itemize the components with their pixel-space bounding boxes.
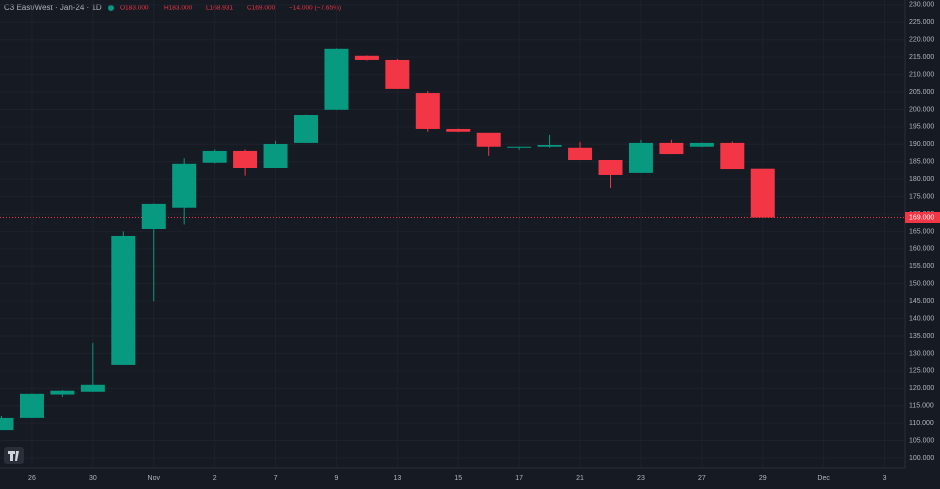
candle-body <box>19 393 44 418</box>
candle-body <box>263 143 288 168</box>
candle-body <box>568 147 593 160</box>
header: C3 East/West · Jan-24 · 1D O183.000 H183… <box>4 3 341 12</box>
close-value: C169.000 <box>247 5 276 12</box>
last-price-box <box>905 211 940 223</box>
x-tick-label: 15 <box>454 475 462 482</box>
candle-body <box>659 142 684 155</box>
y-tick-label: 110.000 <box>909 420 934 427</box>
x-tick-label: 7 <box>274 475 278 482</box>
candle-body <box>0 417 14 431</box>
y-tick-label: 200.000 <box>909 106 934 113</box>
change-value: −14.000 (−7.65%) <box>289 5 341 12</box>
y-tick-label: 180.000 <box>909 176 934 183</box>
y-tick-label: 210.000 <box>909 71 934 78</box>
y-tick-label: 120.000 <box>909 385 934 392</box>
low-value: L168.931 <box>206 5 233 12</box>
x-tick-label: 2 <box>213 475 217 482</box>
x-tick-label: 23 <box>637 475 645 482</box>
candle-body <box>537 144 562 147</box>
x-tick-label: 21 <box>576 475 584 482</box>
logo-box <box>4 447 24 464</box>
candle-body <box>689 142 714 147</box>
last-price-label: 169.000 <box>909 214 934 221</box>
logo <box>4 447 24 464</box>
candle-body <box>111 235 136 365</box>
candle-body <box>294 115 318 143</box>
y-tick-label: 125.000 <box>909 368 934 375</box>
y-tick-label: 230.000 <box>909 2 934 9</box>
open-value: O183.000 <box>120 5 149 12</box>
status-dot <box>108 5 114 11</box>
y-tick-label: 130.000 <box>909 350 934 357</box>
y-tick-label: 115.000 <box>909 403 934 410</box>
candle-body <box>720 142 745 170</box>
y-tick-label: 135.000 <box>909 333 934 340</box>
candle-body <box>628 142 653 173</box>
logo-mark <box>8 451 19 461</box>
x-tick-label: 17 <box>515 475 523 482</box>
high-value: H183.000 <box>164 5 193 12</box>
candle-body <box>202 150 227 163</box>
y-tick-label: 190.000 <box>909 141 934 148</box>
candle-body <box>750 168 775 218</box>
candle-body <box>233 150 258 168</box>
y-tick-label: 165.000 <box>909 228 934 235</box>
candle-body <box>446 128 471 132</box>
y-tick-label: 220.000 <box>909 37 934 44</box>
x-tick-label: 29 <box>759 475 767 482</box>
y-tick-label: 175.000 <box>909 193 934 200</box>
candle-body <box>172 163 197 208</box>
y-tick-label: 185.000 <box>909 159 934 166</box>
candle-body <box>354 55 379 60</box>
x-tick-label: Dec <box>817 475 830 482</box>
y-tick-label: 195.000 <box>909 124 934 131</box>
candle-body <box>80 384 105 392</box>
candle-body <box>324 48 349 110</box>
y-tick-label: 205.000 <box>909 89 934 96</box>
x-tick-label: 27 <box>698 475 706 482</box>
x-tick-label: 30 <box>89 475 97 482</box>
candle-body <box>385 59 410 89</box>
y-tick-label: 145.000 <box>909 298 934 305</box>
symbol: C3 East/West · Jan-24 · 1D <box>4 3 102 12</box>
y-tick-label: 155.000 <box>909 263 934 270</box>
candle-body <box>415 93 440 129</box>
y-tick-label: 105.000 <box>909 437 934 444</box>
y-tick-label: 160.000 <box>909 246 934 253</box>
candle-body <box>598 159 623 175</box>
y-tick-label: 215.000 <box>909 54 934 61</box>
y-tick-label: 150.000 <box>909 281 934 288</box>
candle-body <box>507 146 532 148</box>
x-tick-label: Nov <box>148 475 161 482</box>
x-tick-label: 13 <box>393 475 401 482</box>
y-tick-label: 140.000 <box>909 315 934 322</box>
candle-body <box>141 203 166 229</box>
candle-body <box>476 132 501 147</box>
y-tick-label: 225.000 <box>909 19 934 26</box>
x-tick-label: 26 <box>28 475 36 482</box>
y-tick-label: 100.000 <box>909 455 934 462</box>
x-tick-label: 9 <box>334 475 338 482</box>
x-tick-label: 3 <box>883 475 887 482</box>
candle-body <box>50 390 75 395</box>
